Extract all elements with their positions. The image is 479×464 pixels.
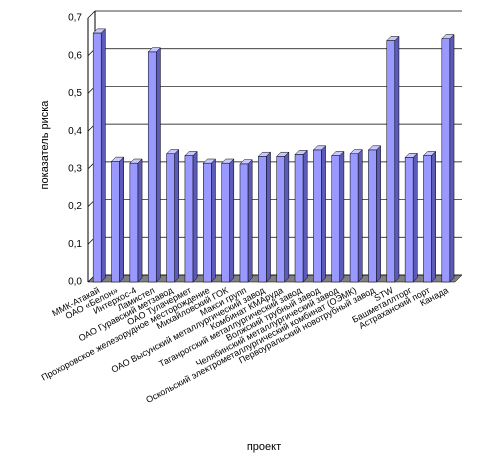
bar	[239, 159, 253, 283]
bar	[422, 150, 437, 283]
y-tick-label: 0,5	[68, 88, 82, 99]
bar	[129, 158, 143, 283]
bar	[257, 151, 272, 283]
bar-face	[412, 152, 418, 283]
bar-face	[239, 163, 249, 283]
bar-face	[321, 145, 326, 283]
bar	[349, 148, 363, 283]
bar	[184, 150, 198, 283]
bar-face	[192, 150, 198, 283]
bar-face	[247, 159, 253, 283]
bar-face	[184, 155, 194, 283]
bar-face	[229, 158, 235, 283]
bar-face	[203, 162, 212, 283]
bar-face	[174, 148, 180, 283]
bar-face	[331, 155, 340, 283]
bar	[312, 145, 327, 283]
bar-face	[119, 156, 124, 283]
bar-face	[423, 155, 432, 283]
bar-face	[266, 151, 271, 283]
bar-face	[368, 149, 377, 283]
bar-face	[276, 156, 285, 283]
bar-face	[284, 151, 290, 283]
bar-face	[111, 161, 120, 283]
bar-face	[147, 51, 157, 283]
bar-face	[302, 149, 308, 283]
bar	[367, 145, 382, 283]
bar	[441, 33, 455, 283]
y-tick-label: 0,2	[68, 201, 82, 212]
bar	[165, 148, 180, 283]
bar-face	[404, 157, 414, 283]
y-tick-label: 0,0	[68, 277, 82, 288]
bar	[202, 158, 217, 283]
bar	[147, 47, 162, 283]
bar-face	[441, 38, 451, 283]
bar-face	[386, 40, 396, 283]
bar	[386, 35, 400, 283]
bar-face	[431, 150, 436, 283]
bar	[92, 28, 106, 283]
bar-face	[294, 154, 304, 283]
bar-face	[137, 158, 143, 283]
bar-face	[349, 153, 359, 283]
bar	[276, 151, 290, 283]
x-axis-title: проект	[247, 441, 281, 453]
bar	[331, 150, 345, 283]
bar-face	[339, 150, 345, 283]
y-axis-title: показатель риска	[39, 100, 51, 190]
bar-face	[129, 162, 139, 283]
bar-face	[376, 145, 381, 283]
y-tick-label: 0,3	[68, 163, 82, 174]
y-tick-label: 0,7	[68, 13, 82, 24]
bar-face	[155, 47, 161, 283]
bar-face	[221, 162, 230, 283]
bar	[110, 156, 125, 283]
bar-face	[449, 33, 455, 283]
bar	[294, 149, 308, 283]
bar-face	[92, 32, 102, 283]
bar-face	[313, 149, 322, 283]
bar	[404, 152, 418, 283]
y-tick-label: 0,1	[68, 239, 82, 250]
grid-diag	[87, 10, 96, 19]
bar-face	[166, 153, 175, 283]
bar-face	[394, 35, 400, 283]
bar-face	[100, 28, 106, 283]
bar	[221, 158, 235, 283]
bar-face	[258, 156, 267, 283]
y-tick-label: 0,6	[68, 50, 82, 61]
bar-face	[211, 158, 216, 283]
bar-face	[357, 148, 363, 283]
y-tick-label: 0,4	[68, 126, 82, 137]
